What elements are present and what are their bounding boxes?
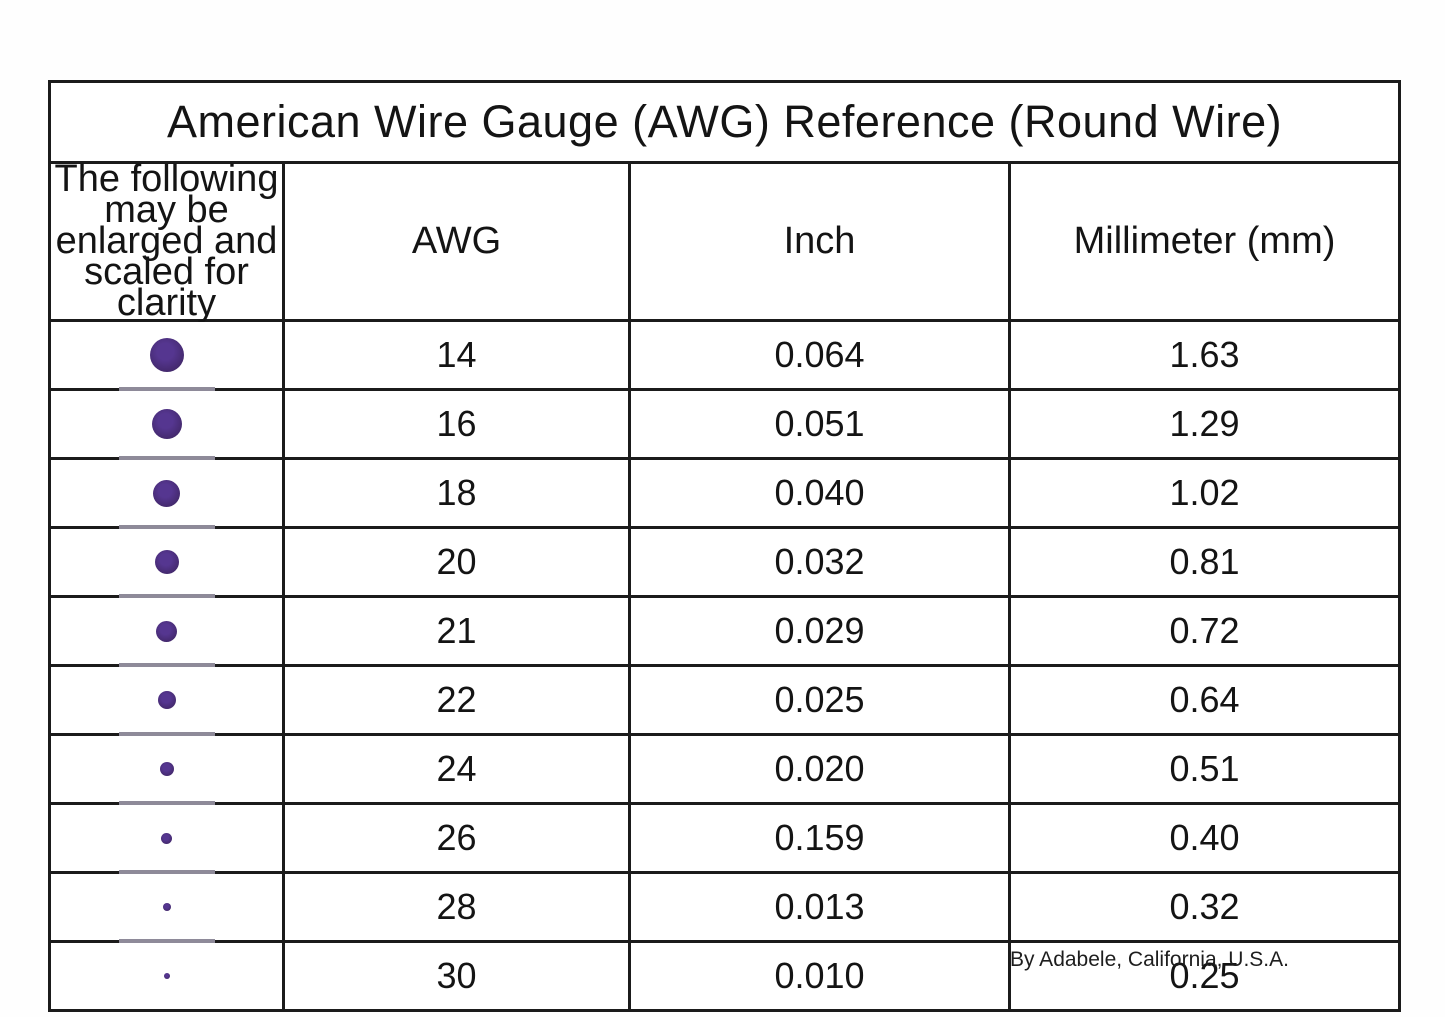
header-row: The following may be enlarged and scaled… xyxy=(48,160,1402,322)
column-header-awg: AWG xyxy=(282,161,631,322)
wire-size-dot-cell xyxy=(48,733,285,805)
inch-value: 0.040 xyxy=(628,457,1011,529)
wire-size-dot-cell xyxy=(48,871,285,943)
wire-size-dot-cell xyxy=(48,595,285,667)
mm-value: 0.40 xyxy=(1007,802,1402,874)
wire-dot-icon xyxy=(153,479,180,507)
mm-value: 0.32 xyxy=(1007,871,1402,943)
dot-underline xyxy=(118,594,215,598)
wire-size-dot-cell xyxy=(48,802,285,874)
table-row: 21 0.029 0.72 xyxy=(48,595,1402,667)
mm-value: 0.25 xyxy=(1007,940,1402,1012)
inch-value: 0.013 xyxy=(628,871,1011,943)
wire-dot-icon xyxy=(159,762,174,776)
wire-dot-icon xyxy=(163,973,170,979)
table-row: 16 0.051 1.29 xyxy=(48,388,1402,460)
awg-value: 26 xyxy=(282,802,631,874)
awg-value: 16 xyxy=(282,388,631,460)
awg-value: 21 xyxy=(282,595,631,667)
inch-value: 0.051 xyxy=(628,388,1011,460)
wire-dot-icon xyxy=(162,903,171,911)
dot-underline xyxy=(118,939,215,943)
table-row: 20 0.032 0.81 xyxy=(48,526,1402,598)
mm-value: 1.02 xyxy=(1007,457,1402,529)
attribution-text: By Adabele, California, U.S.A. xyxy=(1010,948,1289,971)
wire-dot-icon xyxy=(151,409,182,439)
table-row: 22 0.025 0.64 xyxy=(48,664,1402,736)
awg-value: 20 xyxy=(282,526,631,598)
wire-dot-icon xyxy=(157,691,176,709)
scale-note: The following may be enlarged and scaled… xyxy=(48,160,285,322)
wire-dot-icon xyxy=(149,338,184,372)
dot-underline xyxy=(118,525,215,529)
mm-value: 1.29 xyxy=(1007,388,1402,460)
awg-value: 22 xyxy=(282,664,631,736)
dot-underline xyxy=(118,732,215,736)
table-row: 26 0.159 0.40 xyxy=(48,802,1402,874)
title-row: American Wire Gauge (AWG) Reference (Rou… xyxy=(47,80,1402,164)
dot-underline xyxy=(118,870,215,874)
inch-value: 0.064 xyxy=(628,319,1011,391)
dot-underline xyxy=(118,387,215,391)
wire-size-dot-cell xyxy=(48,388,285,460)
inch-value: 0.159 xyxy=(628,802,1011,874)
inch-value: 0.020 xyxy=(628,733,1011,805)
awg-reference-table: American Wire Gauge (AWG) Reference (Rou… xyxy=(47,80,1402,1012)
table-row: 24 0.020 0.51 xyxy=(48,733,1402,805)
table-row: 14 0.064 1.63 xyxy=(48,319,1402,391)
awg-value: 30 xyxy=(282,940,631,1012)
wire-size-dot-cell xyxy=(48,526,285,598)
awg-value: 14 xyxy=(282,319,631,391)
awg-value: 24 xyxy=(282,733,631,805)
page-title: American Wire Gauge (AWG) Reference (Rou… xyxy=(47,80,1402,164)
wire-size-dot-cell xyxy=(48,319,285,391)
wire-dot-icon xyxy=(154,550,179,574)
inch-value: 0.025 xyxy=(628,664,1011,736)
table-row: 18 0.040 1.02 xyxy=(48,457,1402,529)
mm-value: 0.72 xyxy=(1007,595,1402,667)
table-row: 30 0.010 0.25 xyxy=(48,940,1402,1012)
dot-underline xyxy=(118,801,215,805)
mm-value: 0.51 xyxy=(1007,733,1402,805)
mm-value: 1.63 xyxy=(1007,319,1402,391)
column-header-mm: Millimeter (mm) xyxy=(1007,161,1402,322)
dot-underline xyxy=(118,663,215,667)
inch-value: 0.032 xyxy=(628,526,1011,598)
awg-value: 18 xyxy=(282,457,631,529)
mm-value: 0.81 xyxy=(1007,526,1402,598)
wire-dot-icon xyxy=(156,620,177,642)
awg-value: 28 xyxy=(282,871,631,943)
wire-size-dot-cell xyxy=(48,664,285,736)
wire-size-dot-cell xyxy=(48,457,285,529)
wire-dot-icon xyxy=(161,832,172,844)
wire-size-dot-cell xyxy=(48,940,285,1012)
inch-value: 0.029 xyxy=(628,595,1011,667)
column-header-inch: Inch xyxy=(628,161,1011,322)
table-row: 28 0.013 0.32 xyxy=(48,871,1402,943)
mm-value: 0.64 xyxy=(1007,664,1402,736)
inch-value: 0.010 xyxy=(628,940,1011,1012)
dot-underline xyxy=(118,456,215,460)
